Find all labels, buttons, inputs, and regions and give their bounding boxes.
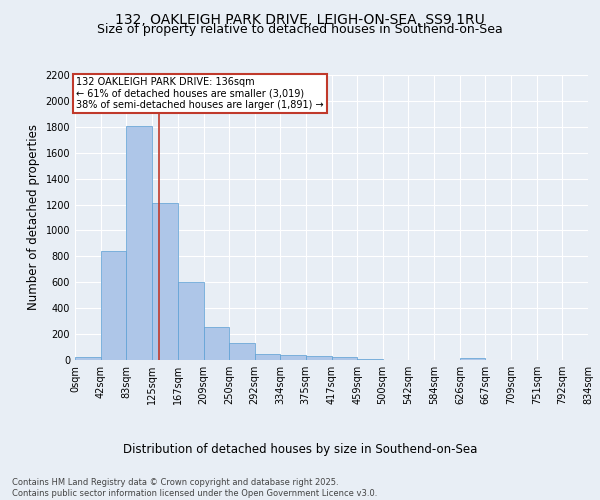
Bar <box>254 354 280 360</box>
Bar <box>178 282 203 360</box>
Text: Distribution of detached houses by size in Southend-on-Sea: Distribution of detached houses by size … <box>123 442 477 456</box>
Y-axis label: Number of detached properties: Number of detached properties <box>27 124 40 310</box>
Bar <box>305 356 331 360</box>
Bar <box>280 354 305 360</box>
Bar <box>229 343 254 360</box>
Bar <box>358 358 383 360</box>
Bar <box>460 358 485 360</box>
Bar <box>75 357 101 360</box>
Text: 132 OAKLEIGH PARK DRIVE: 136sqm
← 61% of detached houses are smaller (3,019)
38%: 132 OAKLEIGH PARK DRIVE: 136sqm ← 61% of… <box>76 77 324 110</box>
Bar <box>203 327 229 360</box>
Text: Contains HM Land Registry data © Crown copyright and database right 2025.
Contai: Contains HM Land Registry data © Crown c… <box>12 478 377 498</box>
Text: Size of property relative to detached houses in Southend-on-Sea: Size of property relative to detached ho… <box>97 24 503 36</box>
Bar <box>152 203 178 360</box>
Bar <box>101 251 126 360</box>
Text: 132, OAKLEIGH PARK DRIVE, LEIGH-ON-SEA, SS9 1RU: 132, OAKLEIGH PARK DRIVE, LEIGH-ON-SEA, … <box>115 12 485 26</box>
Bar <box>126 126 152 360</box>
Bar <box>331 358 358 360</box>
